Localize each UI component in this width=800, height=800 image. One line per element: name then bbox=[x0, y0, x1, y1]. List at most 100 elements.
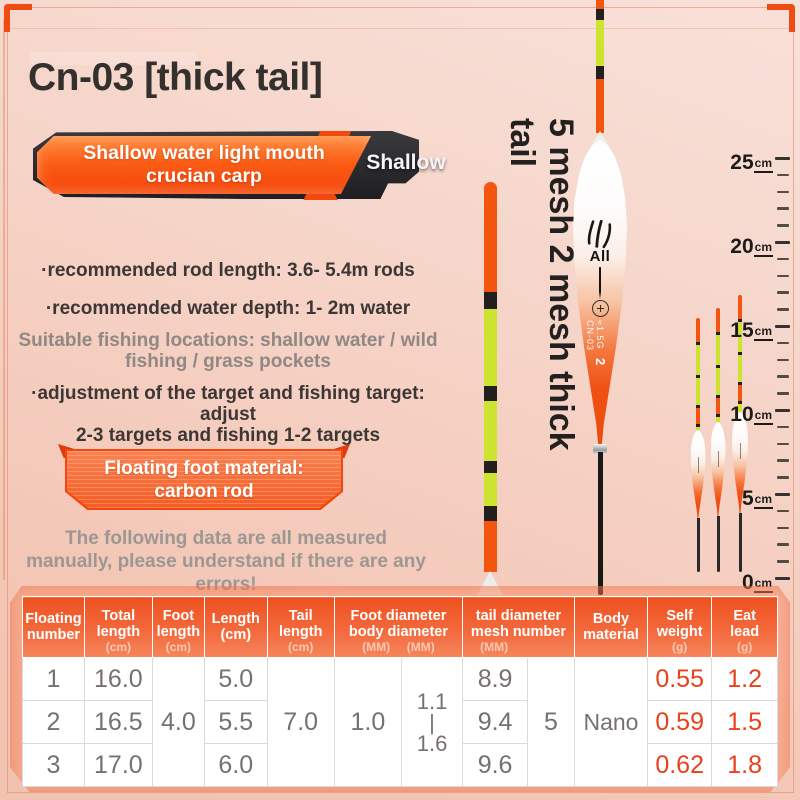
main-float-ring bbox=[593, 444, 607, 455]
badge-orange-panel: Shallow water light mouth crucian carp bbox=[37, 136, 371, 194]
badge-accent-notch bbox=[303, 192, 338, 201]
small-float-foot bbox=[716, 516, 720, 572]
tail-segment bbox=[484, 521, 497, 572]
ruler-major-tick bbox=[775, 493, 790, 496]
tail-segment bbox=[716, 368, 720, 395]
cell-self-weight: 0.55 bbox=[647, 657, 713, 701]
tail-segment bbox=[738, 319, 742, 322]
cell-tail-length: 7.0 bbox=[266, 657, 335, 787]
ruler-minor-tick bbox=[777, 442, 789, 446]
bullet-rod-length: ·recommended rod length: 3.6- 5.4m rods bbox=[41, 260, 415, 281]
tail-detail-strip bbox=[484, 182, 497, 572]
tail-segment bbox=[738, 401, 742, 404]
cell-tail-diameter: 9.6 bbox=[462, 743, 529, 787]
float-brand-label: All bbox=[589, 248, 611, 265]
col-tail-length: Tail length (cm) bbox=[266, 596, 335, 658]
col-foot-body-diameter: Foot diameter body diameter (MM) (MM) bbox=[333, 596, 464, 658]
ruler-minor-tick bbox=[777, 509, 789, 513]
tail-segment bbox=[484, 386, 497, 401]
cell-eat-lead: 1.8 bbox=[711, 743, 778, 787]
cell-total-length: 17.0 bbox=[83, 743, 153, 787]
col-total-length: Total length (cm) bbox=[83, 596, 153, 658]
tail-segment bbox=[716, 414, 720, 417]
tail-segment bbox=[738, 382, 742, 385]
tail-segment bbox=[696, 342, 700, 345]
ruler-label: 5 cm bbox=[741, 487, 773, 510]
tail-detail-connector bbox=[477, 571, 503, 595]
tail-segment bbox=[738, 385, 742, 401]
cell-floating-number: 2 bbox=[22, 700, 85, 744]
tail-segment bbox=[738, 322, 742, 352]
ruler-major-tick bbox=[775, 325, 790, 328]
tail-segment bbox=[716, 395, 720, 398]
col-self-weight: Self weight (g) bbox=[647, 596, 713, 658]
badge-text-line2: crucian carp bbox=[146, 165, 262, 187]
cell-length: 5.5 bbox=[203, 700, 268, 744]
small-float-tail bbox=[738, 295, 742, 412]
small-float-marking bbox=[739, 442, 741, 459]
cell-self-weight: 0.62 bbox=[647, 743, 713, 787]
tail-segment bbox=[716, 308, 720, 332]
tail-segment bbox=[696, 378, 700, 405]
badge-tag-label: Shallow bbox=[366, 151, 446, 174]
bullet-targets: ·adjustment of the target and fishing ta… bbox=[31, 383, 425, 446]
brush-mark-icon bbox=[587, 219, 612, 249]
tail-segment bbox=[484, 473, 497, 506]
ruler-minor-tick bbox=[777, 341, 789, 345]
cell-eat-lead: 1.2 bbox=[711, 657, 778, 701]
ruler-minor-tick bbox=[777, 224, 789, 227]
ruler-major-tick bbox=[775, 409, 790, 412]
cell-floating-number: 1 bbox=[22, 657, 85, 701]
small-float-foot bbox=[738, 513, 742, 572]
ruler-minor-tick bbox=[777, 459, 789, 462]
ruler-minor-tick bbox=[777, 190, 789, 194]
ruler-minor-tick bbox=[777, 308, 789, 311]
table-header-row: Floating number Total length (cm) Foot lengt… bbox=[22, 596, 778, 658]
tail-segment bbox=[484, 309, 497, 386]
main-float-foot bbox=[598, 452, 603, 595]
stamp-seal-icon bbox=[592, 300, 609, 317]
corner-bracket-icon bbox=[767, 4, 795, 32]
tail-segment bbox=[596, 9, 604, 20]
top-faint-line bbox=[8, 28, 792, 29]
ruler-major-tick bbox=[775, 241, 790, 244]
tail-segment bbox=[696, 427, 700, 430]
tail-segment bbox=[716, 365, 720, 368]
tail-segment bbox=[696, 408, 700, 424]
small-float-marking bbox=[717, 450, 719, 467]
cell-length: 6.0 bbox=[203, 743, 268, 787]
float-size-number: 2 bbox=[593, 358, 608, 366]
ruler-minor-tick bbox=[777, 257, 789, 261]
tail-segment bbox=[596, 20, 604, 66]
col-floating-number: Floating number bbox=[22, 596, 85, 658]
tail-segment bbox=[696, 318, 700, 342]
col-length: Length (cm) bbox=[203, 596, 268, 658]
cell-length: 5.0 bbox=[203, 657, 268, 701]
cell-total-length: 16.5 bbox=[83, 700, 153, 744]
cell-tail-diameter: 9.4 bbox=[462, 700, 529, 744]
cell-eat-lead: 1.5 bbox=[711, 700, 778, 744]
ruler-label: 20 cm bbox=[730, 235, 773, 258]
ruler-major-tick bbox=[775, 157, 790, 160]
tail-segment bbox=[738, 295, 742, 319]
tail-segment bbox=[738, 404, 742, 412]
tail-segment bbox=[738, 352, 742, 355]
brush-stroke bbox=[599, 267, 601, 299]
cell-foot-diameter: 1.0 bbox=[333, 657, 402, 787]
tail-segment bbox=[596, 79, 604, 133]
tail-segment bbox=[696, 375, 700, 378]
col-eat-lead: Eat lead (g) bbox=[711, 596, 778, 658]
ruler-label: 25 cm bbox=[730, 151, 773, 174]
col-foot-length: Foot length (cm) bbox=[151, 596, 205, 658]
ruler-label: 10 cm bbox=[730, 403, 773, 426]
tail-segment bbox=[484, 461, 497, 473]
col-body-material: Body material bbox=[573, 596, 649, 658]
tail-segment bbox=[484, 292, 497, 309]
tail-segment bbox=[716, 335, 720, 365]
cell-tail-diameter: 8.9 bbox=[462, 657, 529, 701]
tail-segment bbox=[696, 405, 700, 408]
tail-segment bbox=[484, 506, 497, 521]
